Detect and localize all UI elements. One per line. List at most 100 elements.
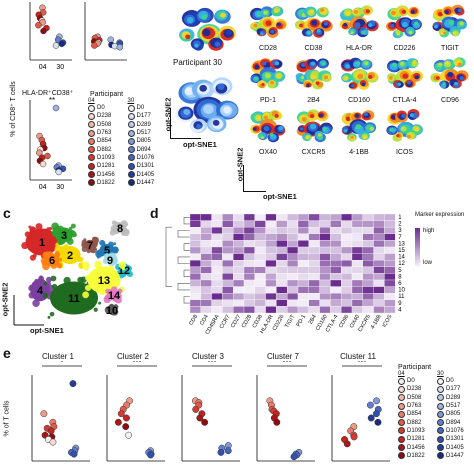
heatmap-cell — [243, 233, 255, 241]
cluster-point — [35, 223, 43, 231]
heatmap-cell — [233, 246, 245, 254]
cluster-point — [28, 225, 32, 229]
legend-swatch — [398, 435, 405, 443]
heatmap-cell — [308, 299, 320, 307]
legend-label: D1281 — [407, 436, 425, 443]
heatmap-cell — [297, 273, 309, 281]
data-point-04 — [192, 405, 200, 413]
map-blob — [357, 73, 364, 80]
data-point-04 — [125, 431, 133, 439]
map-blob — [363, 135, 367, 140]
heatmap-cell — [222, 273, 234, 281]
legend-swatch — [88, 146, 95, 154]
heatmap-cell — [373, 227, 385, 234]
heatmap-cell — [351, 306, 363, 314]
data-point-04 — [39, 160, 47, 168]
heatmap-cell — [276, 306, 288, 314]
legend-label: D805 — [446, 411, 461, 418]
marker-tile: CD226 — [383, 0, 426, 52]
heatmap-cell — [287, 293, 299, 300]
marker-label: TIGIT — [441, 45, 459, 52]
heatmap-col-label: PD-1 — [296, 314, 307, 328]
heatmap-cell — [189, 260, 201, 267]
data-point-30 — [52, 104, 60, 112]
tsne-density-map-participant-04 — [173, 0, 243, 55]
legend-item: D1093 — [398, 427, 435, 435]
marker-tile: CD38 — [292, 0, 335, 52]
map-blob — [368, 75, 373, 80]
map-blob — [300, 75, 305, 80]
map-blob — [310, 61, 315, 66]
cluster-point — [113, 242, 117, 246]
cluster-region — [108, 290, 120, 300]
map-blob — [365, 9, 370, 14]
map-blob — [186, 16, 194, 24]
legend-swatch — [398, 402, 405, 410]
cluster-plot-title: Cluster 3 — [191, 352, 224, 361]
cluster-point — [39, 275, 43, 279]
map-blob — [343, 129, 348, 133]
legend-label: D1447 — [446, 452, 464, 459]
legend-col-04: 04 D0 D238 D508 D763 D854 D882 D1093 D1281 D1456… — [88, 98, 125, 187]
marker-grid-axis-arrows — [243, 165, 266, 192]
legend-swatch — [88, 129, 95, 137]
cluster-label: 5 — [104, 245, 110, 257]
map-blob — [217, 83, 225, 90]
data-point-30 — [70, 450, 78, 458]
heatmap-cell — [330, 260, 342, 267]
heatmap-cell — [308, 293, 320, 300]
heatmap-cell — [233, 213, 245, 221]
panel-e-letter: e — [3, 345, 11, 361]
legend-label: D177 — [446, 386, 461, 393]
heatmap-cell — [362, 213, 374, 221]
heatmap-cell — [319, 213, 331, 221]
map-blob — [203, 104, 214, 115]
cluster-point — [70, 223, 76, 229]
legend-item: D177 — [127, 112, 165, 120]
map-blob — [276, 74, 281, 79]
legend-label: D0 — [446, 378, 454, 385]
data-point-04 — [44, 152, 51, 160]
heatmap-cell — [341, 273, 353, 281]
legend-swatch — [127, 121, 135, 129]
data-point-30 — [373, 397, 381, 405]
data-point-04 — [36, 149, 43, 157]
data-point-30 — [372, 410, 380, 418]
heatmap-cell — [297, 260, 309, 267]
legend-label: D238 — [97, 113, 112, 120]
legend-swatch — [88, 154, 95, 162]
heatmap-cell — [200, 266, 212, 274]
heatmap-cell — [351, 293, 363, 300]
heatmap-cell — [373, 286, 385, 294]
data-point-04 — [91, 42, 98, 49]
heatmap-cell — [330, 227, 342, 234]
heatmap-cell — [341, 213, 353, 221]
cluster-label: 11 — [68, 293, 80, 305]
map-blob — [253, 23, 258, 28]
significance-label: *** — [207, 361, 216, 367]
legend-item: D1076 — [127, 154, 165, 162]
legend-swatch — [88, 121, 95, 129]
heatmap-cell — [211, 299, 223, 307]
map-blob — [459, 21, 464, 26]
cluster-point — [32, 299, 40, 308]
map-blob — [270, 81, 274, 85]
marker-label: CTLA-4 — [392, 97, 417, 104]
heatmap-cell — [330, 246, 342, 254]
map-blob — [274, 61, 280, 66]
legend-swatch — [437, 452, 444, 460]
heatmap-cell — [211, 253, 223, 261]
heatmap-cell — [200, 233, 212, 241]
map-blob — [442, 31, 447, 35]
heatmap-cell — [276, 299, 288, 307]
marker-map — [247, 104, 289, 144]
cluster-region — [87, 266, 121, 294]
heatmap-cell — [384, 299, 396, 307]
legend-item: D1822 — [88, 179, 125, 187]
map-blob — [437, 11, 443, 17]
panel-c-axis-x: opt-SNE1 — [30, 326, 64, 335]
marker-tile: 2B4 — [292, 52, 335, 104]
heatmap-cell — [243, 299, 255, 307]
cluster-dot-plot: Cluster 3 *** — [172, 352, 244, 476]
heatmap-cell — [351, 213, 363, 221]
